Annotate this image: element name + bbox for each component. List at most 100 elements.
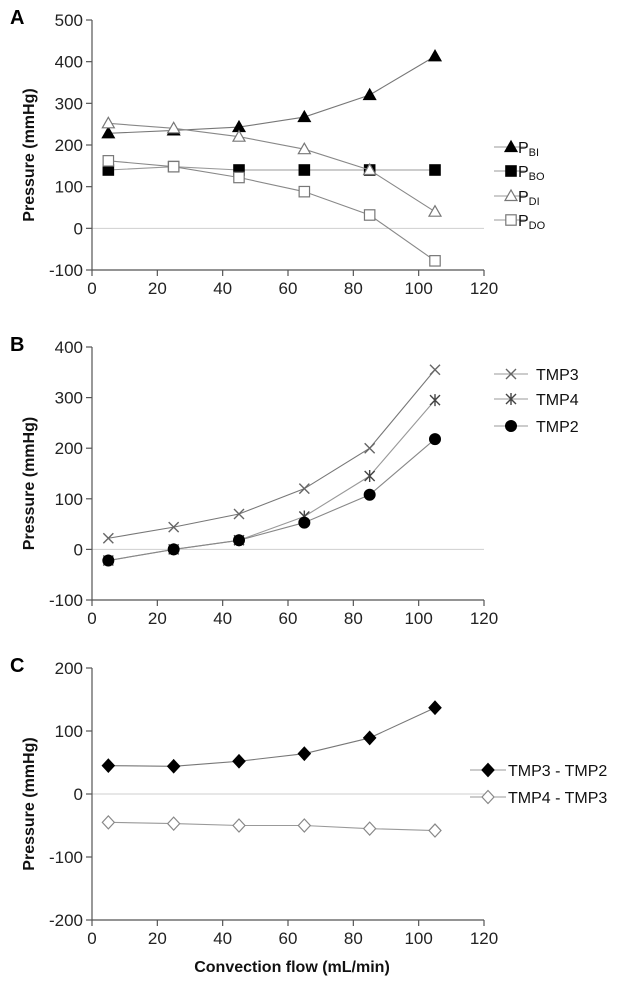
- data-point: [231, 129, 247, 142]
- legend-entry: PDO: [494, 213, 546, 232]
- x-tick-label: 60: [279, 929, 298, 948]
- data-point: [101, 116, 116, 129]
- legend-marker: [505, 420, 517, 432]
- y-tick-label: 100: [55, 722, 83, 741]
- y-tick-label: 400: [55, 53, 83, 72]
- panel-letter: B: [10, 334, 24, 356]
- y-tick-label: 0: [74, 785, 83, 804]
- x-tick-label: 80: [344, 279, 363, 298]
- legend-marker: [505, 368, 517, 380]
- data-point: [429, 164, 441, 176]
- legend-label: TMP4 - TMP3: [508, 790, 607, 807]
- legend-marker: [503, 188, 519, 202]
- x-tick-label: 20: [148, 609, 167, 628]
- x-tick-label: 40: [213, 279, 232, 298]
- legend-label: PDO: [518, 213, 546, 232]
- data-point: [429, 394, 441, 407]
- series-tmp4-tmp3: [101, 814, 442, 838]
- panel-letter: A: [10, 7, 24, 29]
- legend: TMP3 TMP4 TMP2: [494, 367, 579, 436]
- data-point: [233, 508, 245, 520]
- x-tick-label: 80: [344, 609, 363, 628]
- data-point: [297, 109, 312, 123]
- y-tick-label: 0: [74, 540, 83, 559]
- data-point: [364, 442, 376, 454]
- legend-label: TMP3 - TMP2: [508, 763, 607, 780]
- data-point: [232, 753, 246, 769]
- legend-entry: TMP4: [494, 392, 579, 409]
- x-tick-label: 0: [87, 279, 96, 298]
- x-tick-label: 40: [213, 609, 232, 628]
- series-line: [108, 369, 436, 539]
- panel-c: C -200 -100 0 100 200 0 20 40 60 80 100 120 Pressure …: [10, 655, 607, 948]
- legend-entry: PBI: [494, 139, 539, 159]
- y-tick-label: 200: [55, 136, 83, 155]
- y-tick-label: 0: [74, 219, 83, 238]
- legend-label: TMP3: [536, 367, 579, 384]
- data-point: [429, 255, 441, 267]
- legend-marker: [505, 165, 517, 177]
- legend: PBI PBO PDI PDO: [494, 139, 546, 232]
- data-point: [102, 554, 115, 567]
- data-point: [428, 700, 442, 716]
- series-tmp2: [102, 433, 441, 567]
- legend-marker: [503, 139, 519, 153]
- data-point: [166, 121, 181, 134]
- legend-marker: [481, 789, 495, 805]
- x-tick-label: 120: [470, 929, 498, 948]
- data-point: [362, 730, 377, 746]
- x-tick-label: 20: [148, 279, 167, 298]
- series-pbi: [101, 49, 443, 139]
- series-line: [108, 707, 436, 767]
- legend-label: TMP4: [536, 392, 579, 409]
- data-point: [166, 816, 181, 831]
- y-tick-label: 200: [55, 439, 83, 458]
- x-tick-label: 40: [213, 929, 232, 948]
- series-line: [108, 438, 436, 562]
- legend: TMP3 - TMP2 TMP4 - TMP3: [470, 762, 607, 807]
- y-tick-label: 100: [55, 490, 83, 509]
- data-point: [167, 160, 180, 173]
- data-point: [429, 364, 441, 376]
- x-tick-label: 60: [279, 279, 298, 298]
- data-point: [427, 49, 443, 62]
- data-point: [233, 534, 245, 547]
- y-tick-label: -100: [49, 848, 83, 867]
- series-pdo: [102, 155, 441, 267]
- data-point: [101, 126, 116, 139]
- data-point: [363, 488, 376, 501]
- legend-entry: PDI: [494, 188, 540, 208]
- panel-letter: C: [10, 655, 24, 677]
- data-point: [166, 758, 181, 774]
- data-point: [102, 155, 115, 167]
- x-axis-label: Convection flow (mL/min): [194, 959, 390, 976]
- y-tick-label: -100: [49, 261, 83, 280]
- data-point: [362, 821, 377, 837]
- data-point: [233, 171, 245, 184]
- data-point: [297, 818, 312, 833]
- x-tick-label: 120: [470, 609, 498, 628]
- data-point: [427, 204, 443, 217]
- data-point: [428, 823, 442, 838]
- series-line: [108, 821, 436, 832]
- y-tick-label: 200: [55, 659, 83, 678]
- y-tick-label: 100: [55, 178, 83, 197]
- legend-label: PDI: [518, 189, 540, 208]
- data-point: [101, 814, 116, 830]
- data-point: [362, 162, 377, 176]
- y-tick-label: -100: [49, 591, 83, 610]
- data-point: [362, 87, 377, 101]
- y-tick-label: 300: [55, 389, 83, 408]
- legend-entry: PBO: [494, 164, 545, 183]
- x-tick-label: 100: [404, 609, 432, 628]
- x-tick-label: 100: [404, 929, 432, 948]
- data-point: [298, 164, 311, 176]
- series-tmp4: [102, 394, 441, 567]
- x-tick-label: 100: [404, 279, 432, 298]
- y-axis-label: Pressure (mmHg): [21, 417, 38, 550]
- x-tick-label: 20: [148, 929, 167, 948]
- series-tmp3: [102, 364, 441, 544]
